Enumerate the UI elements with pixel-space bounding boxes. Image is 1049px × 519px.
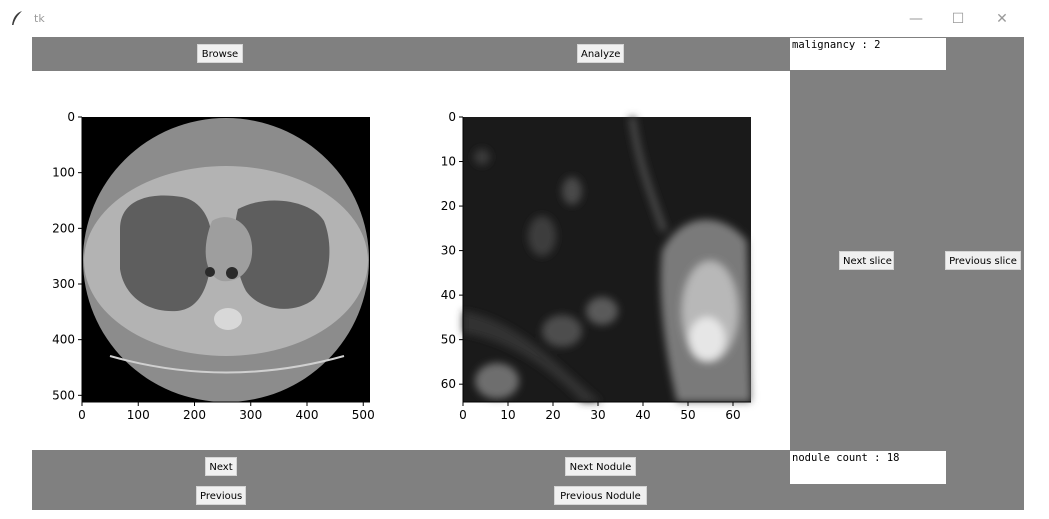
window-title: tk	[34, 12, 45, 25]
close-button[interactable]: ✕	[996, 11, 1008, 27]
previous-slice-button[interactable]: Previous slice	[945, 251, 1021, 270]
maximize-button[interactable]: ☐	[951, 11, 965, 27]
nodule-x-tick-label: 10	[500, 408, 515, 422]
next-slice-button[interactable]: Next slice	[839, 251, 894, 270]
nodule-plot: 0 10 20 30 40 50 60 0 10 20 30 40 50 60	[441, 110, 751, 422]
nodule-y-tick-label: 10	[441, 155, 456, 169]
nodule-x-tick-label: 30	[590, 408, 605, 422]
feather-icon	[12, 11, 22, 25]
next-nodule-button[interactable]: Next Nodule	[565, 457, 636, 476]
ct-x-tick-label: 500	[352, 408, 375, 422]
ct-y-tick-label: 0	[67, 110, 75, 124]
nodule-y-tick-label: 50	[441, 333, 456, 347]
nodule-x-tick-label: 60	[725, 408, 740, 422]
nodule-count-display: nodule count : 18	[790, 451, 946, 484]
nodule-x-tick-label: 0	[459, 408, 467, 422]
nodule-image	[463, 116, 751, 402]
browse-button[interactable]: Browse	[197, 44, 243, 63]
ct-y-tick-label: 200	[52, 221, 75, 235]
previous-nodule-button[interactable]: Previous Nodule	[554, 486, 647, 505]
ct-x-tick-label: 100	[127, 408, 150, 422]
previous-button[interactable]: Previous	[196, 486, 246, 505]
nodule-y-tick-label: 40	[441, 288, 456, 302]
title-bar	[0, 0, 1049, 36]
nodule-y-tick-label: 60	[441, 377, 456, 391]
bottom-toolbar	[32, 450, 790, 510]
ct-image	[82, 117, 370, 402]
ct-y-tick-label: 400	[52, 333, 75, 347]
ct-y-tick-label: 100	[52, 166, 75, 180]
nodule-y-tick-label: 30	[441, 244, 456, 258]
ct-x-tick-label: 300	[239, 408, 262, 422]
next-button[interactable]: Next	[205, 457, 237, 476]
ct-x-tick-label: 200	[183, 408, 206, 422]
nodule-x-tick-label: 20	[545, 408, 560, 422]
nodule-x-tick-label: 50	[680, 408, 695, 422]
ct-y-tick-label: 500	[52, 388, 75, 402]
nodule-x-tick-label: 40	[635, 408, 650, 422]
nodule-y-tick-label: 0	[448, 110, 456, 124]
top-toolbar	[32, 37, 790, 71]
nodule-y-tick-label: 20	[441, 199, 456, 213]
side-panel	[790, 37, 1024, 510]
analyze-button[interactable]: Analyze	[577, 44, 624, 63]
ct-x-tick-label: 0	[78, 408, 86, 422]
ct-y-tick-label: 300	[52, 277, 75, 291]
minimize-button[interactable]: —	[909, 11, 923, 27]
malignancy-display: malignancy : 2	[790, 38, 946, 70]
ct-x-tick-label: 400	[296, 408, 319, 422]
ct-slice-plot: 0 100 200 300 400 500 0 100 200 300 400 500	[52, 110, 375, 422]
